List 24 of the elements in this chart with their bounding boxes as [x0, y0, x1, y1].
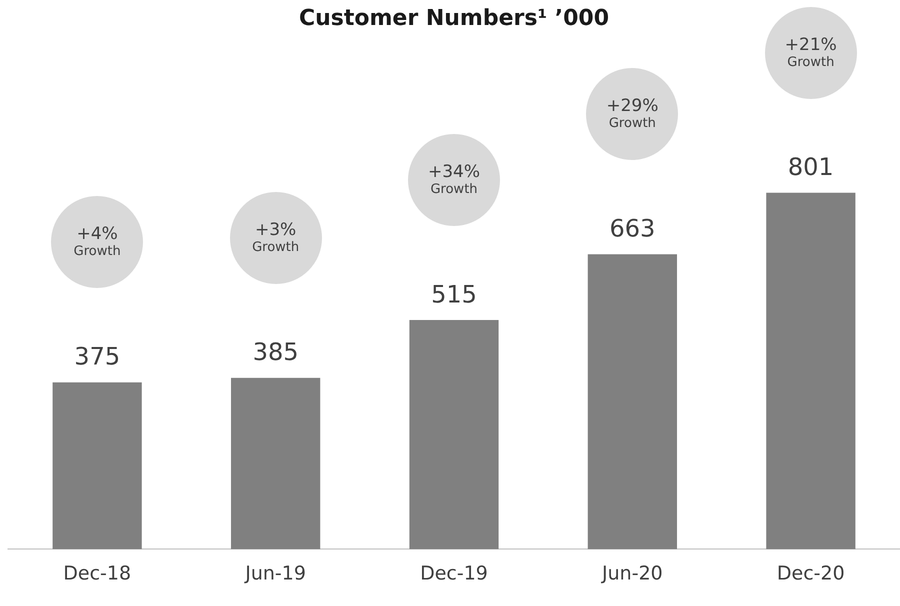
x-tick-label: Jun-19	[244, 562, 306, 585]
x-tick-label: Dec-18	[63, 562, 132, 585]
data-label: 375	[74, 342, 120, 371]
x-tick-label: Dec-19	[420, 562, 488, 585]
bar	[588, 254, 677, 550]
data-label: 663	[609, 214, 656, 242]
annotation: +34% Growth	[428, 162, 480, 198]
data-label: 801	[788, 153, 834, 182]
x-tick-label: Jun-20	[601, 562, 663, 585]
circle-badge: +4% Growth	[51, 196, 144, 288]
x-tick-label: Dec-20	[776, 562, 845, 585]
circle-badge: +34% Growth	[408, 134, 500, 226]
annotation: +3% Growth	[252, 220, 300, 256]
circle-badge: +3% Growth	[230, 192, 322, 284]
bar	[231, 378, 320, 550]
circle-badge: +21% Growth	[764, 6, 857, 99]
annotation: +4% Growth	[74, 224, 121, 260]
chart-title: Customer Numbers¹ ’000	[298, 6, 610, 31]
data-label: 515	[431, 280, 477, 308]
circle-badge: +29% Growth	[586, 68, 678, 160]
bar	[409, 320, 499, 550]
data-label: 385	[252, 338, 299, 366]
bar	[52, 382, 142, 550]
bar	[766, 192, 856, 550]
